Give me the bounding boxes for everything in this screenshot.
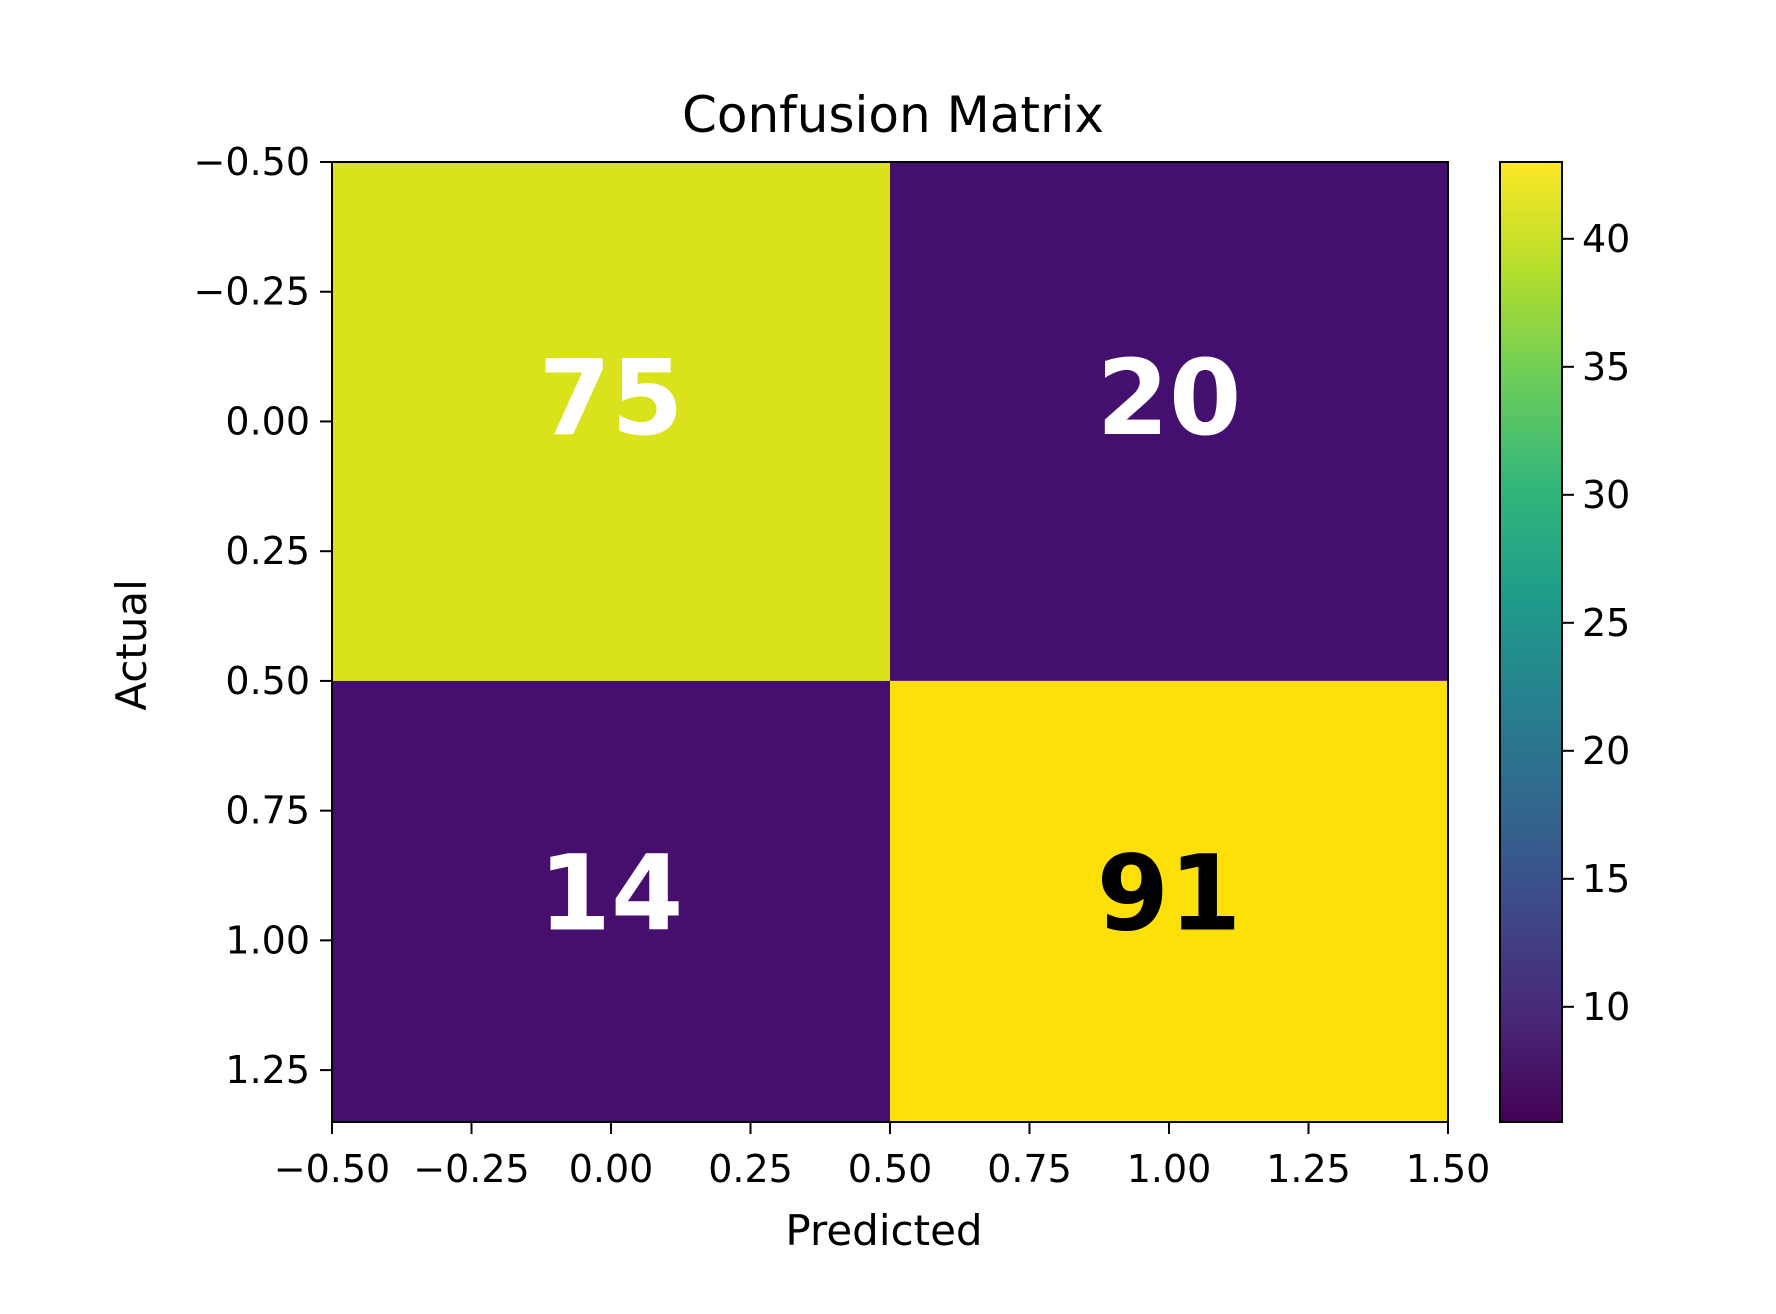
y-tick-label: 0.75 [225,789,310,833]
cell-value-1-0: 14 [539,833,684,955]
colorbar-tick-label: 30 [1582,473,1630,517]
x-tick-label: 0.75 [987,1147,1072,1191]
heatmap-cell-0-0 [332,162,890,681]
x-tick-label: −0.50 [274,1147,390,1191]
x-tick-label: 0.50 [848,1147,933,1191]
colorbar-tick-label: 15 [1582,857,1630,901]
colorbar-ticks: 10 15 20 25 30 35 40 [1562,217,1630,1029]
colorbar-tick-label: 10 [1582,985,1630,1029]
y-tick-label: −0.50 [194,140,310,184]
chart-title: Confusion Matrix [682,86,1104,144]
x-tick-label: 1.50 [1406,1147,1491,1191]
heatmap-cell-0-1 [890,162,1448,681]
y-tick-label: 1.00 [225,918,310,962]
colorbar [1499,161,1563,1123]
colorbar-tick-label: 25 [1582,601,1630,645]
x-tick-label: 1.25 [1266,1147,1351,1191]
y-tick-label: −0.25 [194,270,310,314]
y-axis-ticks: −0.50 −0.25 0.00 0.25 0.50 0.75 1.00 1.25 [194,140,332,1092]
x-axis-ticks: −0.50 −0.25 0.00 0.25 0.50 0.75 1.00 1.25 1.50 [274,1122,1491,1191]
y-tick-label: 0.00 [225,399,310,443]
heatmap-cell-1-1 [890,680,1448,1122]
x-tick-label: 1.00 [1127,1147,1212,1191]
cell-value-0-1: 20 [1097,337,1242,459]
cell-value-0-0: 75 [539,337,684,459]
x-axis-label: Predicted [785,1206,982,1255]
cell-value-1-1: 91 [1097,833,1242,955]
y-tick-label: 0.25 [225,529,310,573]
colorbar-tick-label: 35 [1582,345,1630,389]
y-tick-label: 1.25 [225,1048,310,1092]
y-axis-label: Actual [107,579,156,711]
y-tick-label: 0.50 [225,659,310,703]
colorbar-tick-label: 40 [1582,217,1630,261]
colorbar-tick-label: 20 [1582,729,1630,773]
x-tick-label: −0.25 [413,1147,529,1191]
heatmap-cells: 75 20 14 91 [332,162,1448,1122]
x-tick-label: 0.25 [708,1147,793,1191]
heatmap-cell-1-0 [332,680,890,1122]
x-tick-label: 0.00 [569,1147,654,1191]
